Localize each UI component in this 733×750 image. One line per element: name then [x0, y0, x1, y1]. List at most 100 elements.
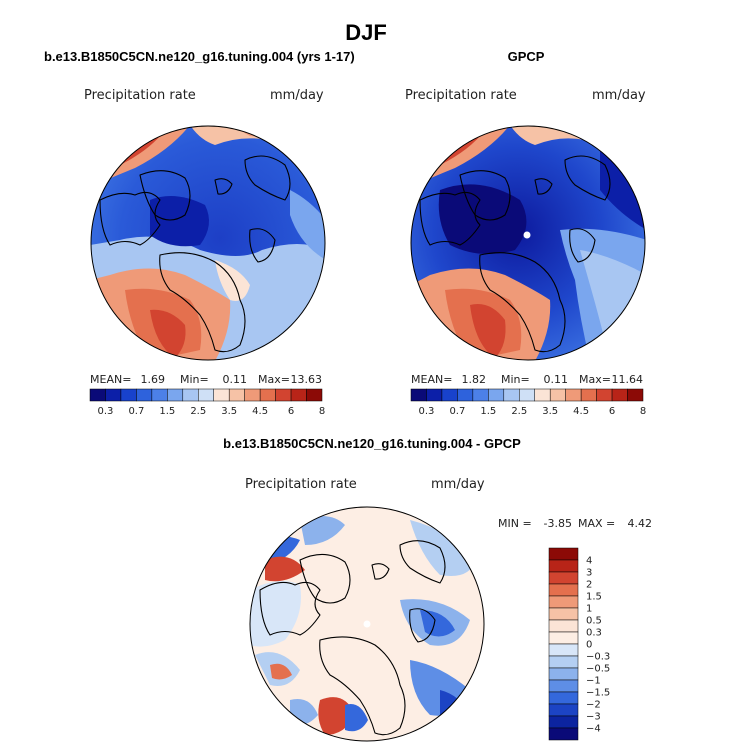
panel-b-colorbar-cell — [580, 388, 597, 402]
panel-b-map-border — [410, 125, 646, 361]
panel-c-colorbar-cell — [548, 595, 579, 609]
panel-a-colorbar-cell — [182, 388, 199, 402]
panel-c-colorbar-tick: −2 — [586, 700, 601, 711]
panel-b-colorbar-cell — [549, 388, 566, 402]
panel-b-max-value: 11.64 — [612, 373, 644, 386]
panel-c-colorbar-tick: 3 — [586, 568, 592, 579]
panel-a-colorbar-tick: 2.5 — [190, 406, 206, 417]
panel-a-colorbar-cell — [306, 388, 323, 402]
panel-c-colorbar-tick: −0.3 — [586, 652, 610, 663]
panel-a-stats: MEAN= 1.69 Min= 0.11 Max= 13.63 — [90, 373, 322, 386]
panel-a-min-value: 0.11 — [223, 373, 248, 386]
panel-a-units-label: mm/day — [270, 88, 324, 103]
panel-a-colorbar-cell — [228, 388, 245, 402]
panel-c-colorbar-cell — [548, 619, 579, 633]
panel-a-colorbar-tick: 8 — [319, 406, 325, 417]
panel-a-colorbar-cell — [105, 388, 122, 402]
panel-b-stats: MEAN= 1.82 Min= 0.11 Max= 11.64 — [411, 373, 643, 386]
panel-c-colorbar-tick: −3 — [586, 712, 601, 723]
panel-b-colorbar-cell — [426, 388, 443, 402]
panel-a-colorbar-cell — [198, 388, 214, 402]
panel-a-mean-label: MEAN= — [90, 373, 131, 386]
panel-c-title: b.e13.B1850C5CN.ne120_g16.tuning.004 - G… — [223, 436, 521, 451]
panel-c-colorbar-cell — [548, 691, 579, 705]
panel-a-mean-value: 1.69 — [141, 373, 166, 386]
panel-b-colorbar-tick: 3.5 — [542, 406, 558, 417]
panel-c-variable-label: Precipitation rate — [245, 477, 357, 492]
panel-a-colorbar-cell — [275, 388, 292, 402]
panel-c-map — [250, 507, 484, 741]
panel-b-units-label: mm/day — [592, 88, 646, 103]
panel-a-colorbar-cell — [259, 388, 276, 402]
panel-b-colorbar-tick: 0.3 — [419, 406, 435, 417]
panel-c-colorbar-cell — [548, 667, 579, 681]
panel-b-colorbar-cell — [441, 388, 458, 402]
panel-b-colorbar-cell — [596, 388, 613, 402]
panel-b-map — [411, 126, 645, 360]
panel-b-colorbar-tick: 0.7 — [449, 406, 465, 417]
panel-a-colorbar-tick: 0.7 — [128, 406, 144, 417]
panel-a-max-value: 13.63 — [291, 373, 323, 386]
panel-a-colorbar-cell — [167, 388, 184, 402]
panel-c-stats: MIN = -3.85 MAX = 4.42 — [498, 517, 652, 530]
panel-c-colorbar-cell — [548, 727, 579, 741]
panel-c-colorbar-tick: 0.3 — [586, 628, 602, 639]
panel-b-colorbar-tick: 1.5 — [480, 406, 496, 417]
panel-c-coastlines — [259, 540, 446, 736]
panel-a-colorbar-cell — [136, 388, 153, 402]
panel-a-variable-label: Precipitation rate — [84, 88, 196, 103]
panel-a-min-label: Min= — [180, 373, 209, 386]
panel-a-colorbar: 0.3 0.7 1.5 2.5 3.5 4.5 6 8 — [89, 388, 325, 417]
panel-c-units-label: mm/day — [431, 477, 485, 492]
panel-c-colorbar-tick: 1 — [586, 604, 592, 615]
panel-b-colorbar-tick: 4.5 — [573, 406, 589, 417]
panel-b-colorbar-tick: 6 — [609, 406, 615, 417]
panel-a-colorbar-cell — [120, 388, 137, 402]
panel-c-colorbar-cell — [548, 583, 579, 597]
panel-c-colorbar-cell — [548, 655, 579, 669]
panel-c-colorbar-tick: −1 — [586, 676, 601, 687]
panel-c-colorbar-tick: 4 — [586, 556, 592, 567]
panel-b-colorbar-cell — [410, 388, 427, 402]
panel-a-colorbar-cell — [244, 388, 261, 402]
panel-c-colorbar-cell — [548, 607, 579, 621]
panel-c-min-value: -3.85 — [544, 517, 572, 530]
panel-a-colorbar-tick: 6 — [288, 406, 294, 417]
panel-c-colorbar-cell — [548, 703, 579, 717]
panel-c-colorbar-tick: −0.5 — [586, 664, 610, 675]
panel-c-colorbar-tick: 0 — [586, 640, 592, 651]
panel-c-max-value: 4.42 — [628, 517, 653, 530]
panel-a-max-label: Max= — [258, 373, 290, 386]
panel-c-map-border — [249, 506, 485, 742]
panel-b-colorbar-cell — [627, 388, 644, 402]
panel-b-title: GPCP — [508, 49, 545, 64]
panel-b-colorbar-cell — [534, 388, 551, 402]
panel-c-colorbar-cell — [548, 571, 579, 585]
panel-c-colorbar-tick: 0.5 — [586, 616, 602, 627]
panel-b-mean-value: 1.82 — [462, 373, 487, 386]
panel-c-colorbar-cell — [548, 643, 579, 657]
panel-b-colorbar: 0.3 0.7 1.5 2.5 3.5 4.5 6 8 — [410, 388, 646, 417]
panel-b-colorbar-cell — [565, 388, 582, 402]
panel-c-colorbar-cell — [548, 559, 579, 573]
panel-b-mean-label: MEAN= — [411, 373, 452, 386]
panel-c-max-label: MAX = — [578, 517, 615, 530]
panel-a-colorbar-tick: 3.5 — [221, 406, 237, 417]
panel-b-colorbar-tick: 2.5 — [511, 406, 527, 417]
panel-a-colorbar-tick: 4.5 — [252, 406, 268, 417]
panel-c-colorbar-cell — [548, 679, 579, 693]
panel-b-max-label: Max= — [579, 373, 611, 386]
panel-a-colorbar-cell — [213, 388, 230, 402]
panel-a-colorbar-tick: 0.3 — [98, 406, 114, 417]
panel-c-colorbar-cell — [548, 547, 579, 561]
panel-c-min-label: MIN = — [498, 517, 532, 530]
panel-b-min-label: Min= — [501, 373, 530, 386]
panel-c-colorbar-tick: 1.5 — [586, 592, 602, 603]
panel-c-colorbar-cell — [548, 715, 579, 729]
panel-c-colorbar-tick: −4 — [586, 724, 601, 735]
panel-b-colorbar-tick: 8 — [640, 406, 646, 417]
panel-c-colorbar-tick: −1.5 — [586, 688, 610, 699]
